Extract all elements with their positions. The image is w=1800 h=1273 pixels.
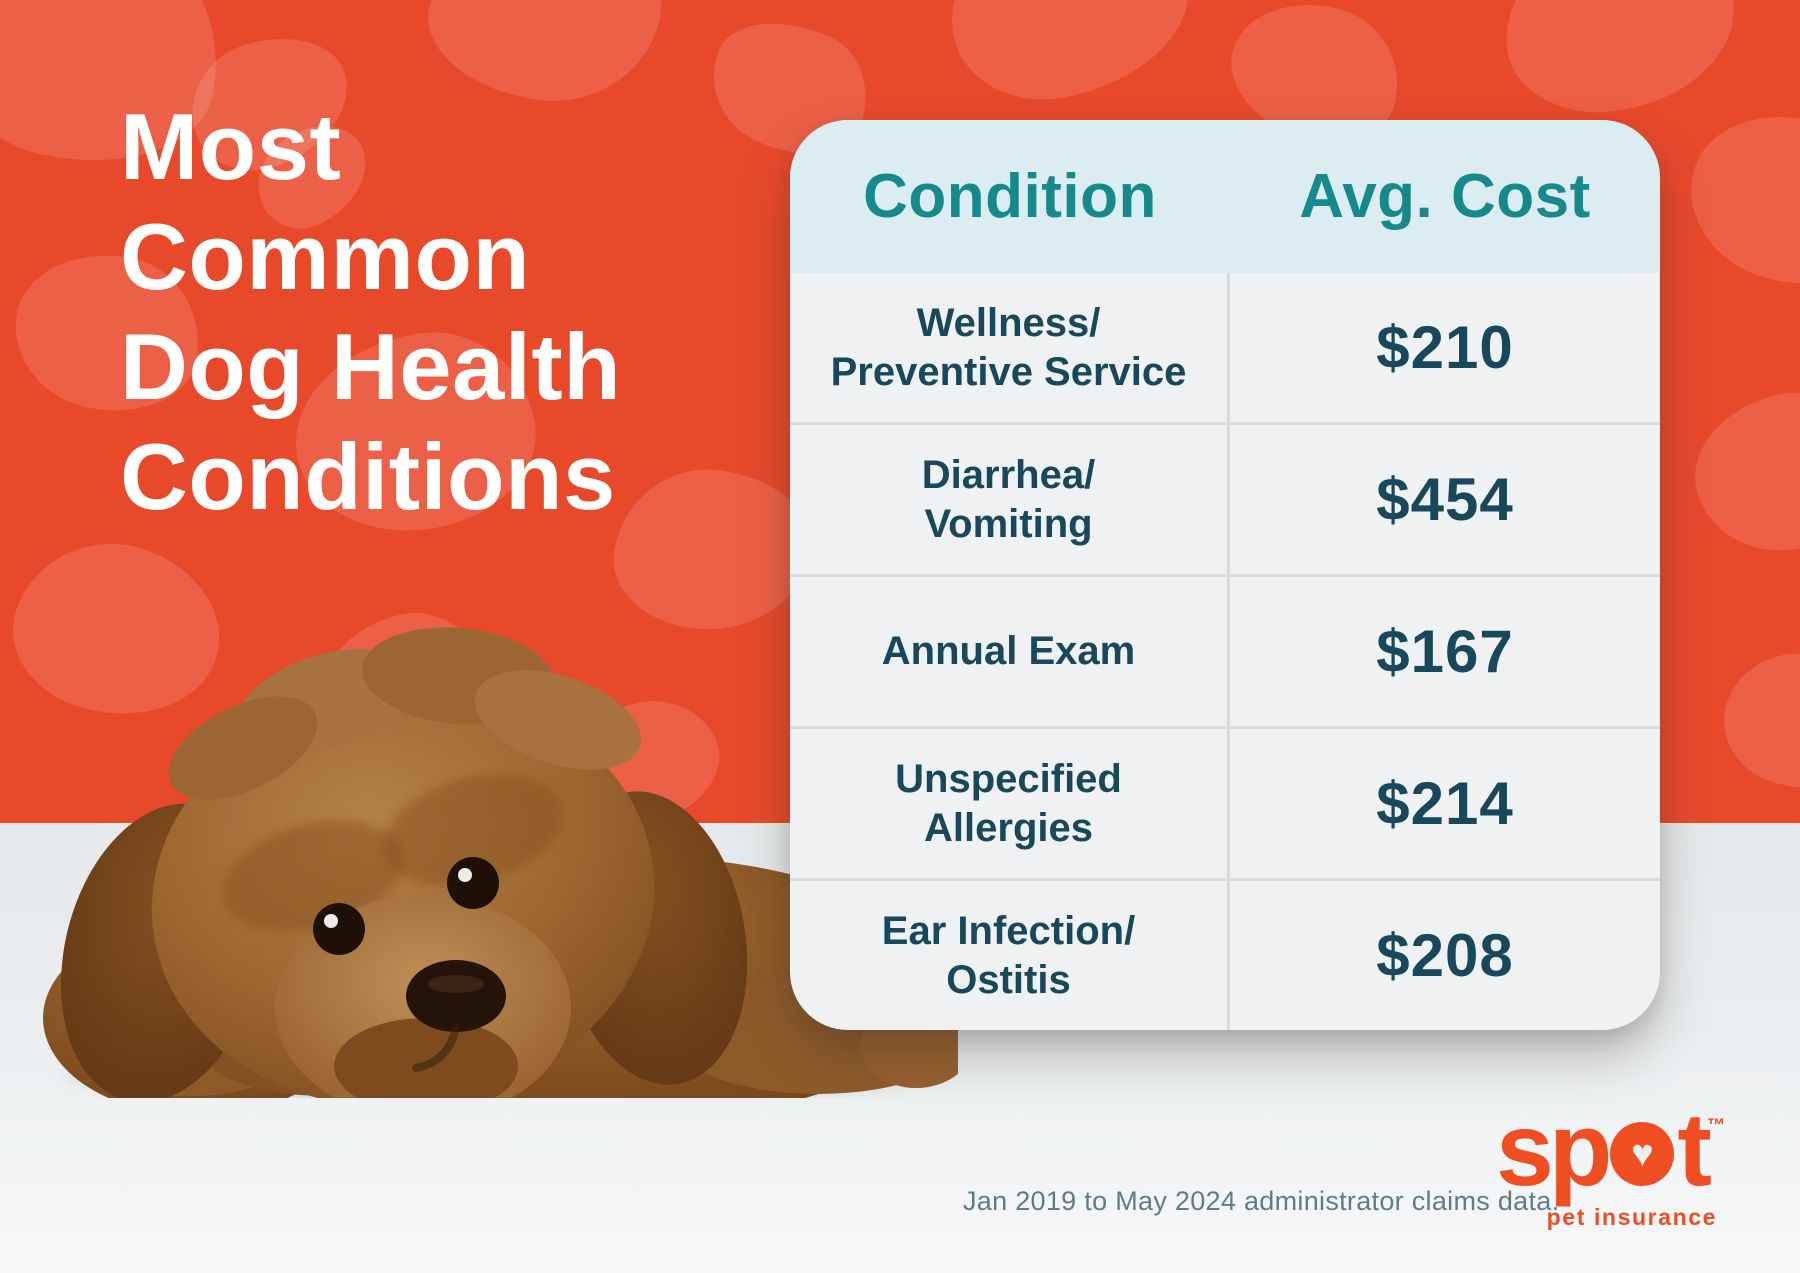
cost-cell: $208 xyxy=(1376,922,1514,989)
table-body: Wellness/ Preventive Service $210 Diarrh… xyxy=(790,273,1660,1030)
condition-cell: Diarrhea/ Vomiting xyxy=(790,425,1230,574)
condition-line: Allergies xyxy=(924,805,1093,850)
condition-cell: Ear Infection/ Ostitis xyxy=(790,881,1230,1030)
logo-text-t: t xyxy=(1677,1092,1712,1208)
column-header-condition: Condition xyxy=(863,162,1157,231)
cost-cell: $167 xyxy=(1376,618,1514,685)
logo-text-sp: sp xyxy=(1496,1092,1612,1208)
cost-table-card: Condition Avg. Cost Wellness/ Preventive… xyxy=(790,120,1660,1030)
condition-line: Vomiting xyxy=(924,501,1093,546)
condition-cell: Unspecified Allergies xyxy=(790,729,1230,878)
condition-line: Ostitis xyxy=(946,957,1071,1002)
table-row: Ear Infection/ Ostitis $208 xyxy=(790,878,1660,1030)
table-header-row: Condition Avg. Cost xyxy=(790,120,1660,273)
logo-wordmark: sp ♥ t™ xyxy=(1496,1098,1725,1202)
pattern-blob xyxy=(1667,87,1800,308)
spot-logo: sp ♥ t™ pet insurance xyxy=(1496,1098,1725,1231)
pattern-blob xyxy=(936,0,1204,115)
title-line: Conditions xyxy=(120,423,616,529)
page-title: Most Common Dog Health Conditions xyxy=(120,92,621,532)
title-line: Dog Health xyxy=(120,313,622,419)
column-header-avg-cost: Avg. Cost xyxy=(1299,162,1591,231)
heart-icon: ♥ xyxy=(1610,1122,1675,1186)
condition-line: Ear Infection/ xyxy=(881,908,1136,953)
condition-cell: Annual Exam xyxy=(790,577,1230,726)
condition-line: Wellness/ xyxy=(916,300,1101,345)
table-row: Annual Exam $167 xyxy=(790,574,1660,726)
cost-cell: $454 xyxy=(1376,466,1514,533)
trademark-symbol: ™ xyxy=(1707,1115,1726,1135)
table-row: Wellness/ Preventive Service $210 xyxy=(790,273,1660,422)
title-line: Most xyxy=(120,94,342,199)
condition-line: Annual Exam xyxy=(881,629,1136,674)
table-row: Diarrhea/ Vomiting $454 xyxy=(790,422,1660,574)
pattern-blob xyxy=(1496,0,1744,122)
pattern-blob xyxy=(1705,629,1800,816)
condition-line: Unspecified xyxy=(895,756,1122,801)
cost-cell: $214 xyxy=(1376,770,1514,837)
condition-line: Diarrhea/ xyxy=(921,452,1096,497)
dog-photo xyxy=(43,627,958,1098)
condition-line: Preventive Service xyxy=(830,349,1187,394)
source-note: Jan 2019 to May 2024 administrator claim… xyxy=(963,1186,1560,1216)
table-row: Unspecified Allergies $214 xyxy=(790,726,1660,878)
condition-cell: Wellness/ Preventive Service xyxy=(790,273,1230,422)
title-line: Common xyxy=(120,203,531,309)
cost-cell: $210 xyxy=(1376,314,1514,381)
pattern-blob xyxy=(1680,377,1800,568)
logo-tagline: pet insurance xyxy=(1546,1204,1718,1230)
